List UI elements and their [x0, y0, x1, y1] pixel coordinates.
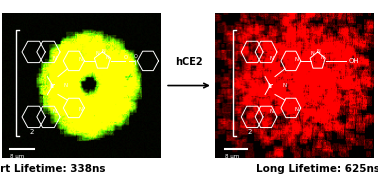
Text: hCE2: hCE2 [175, 57, 203, 67]
Text: OH: OH [349, 58, 360, 64]
Text: N: N [295, 57, 299, 62]
Text: N: N [78, 57, 82, 62]
Text: N: N [270, 109, 274, 114]
Text: 2: 2 [248, 129, 253, 135]
Text: O: O [133, 54, 137, 59]
Text: N: N [102, 49, 105, 54]
Text: N: N [270, 56, 274, 61]
Text: 2: 2 [29, 129, 34, 135]
Text: 8 μm: 8 μm [225, 154, 240, 159]
Text: Long Lifetime: 625ns: Long Lifetime: 625ns [256, 164, 378, 174]
Text: N: N [106, 55, 110, 60]
Text: N: N [64, 83, 67, 88]
Text: Ir: Ir [50, 83, 56, 88]
Text: N: N [283, 83, 287, 88]
Text: N: N [311, 51, 314, 56]
Text: N: N [53, 109, 57, 114]
Text: N: N [53, 56, 57, 61]
Text: Ir: Ir [267, 83, 273, 88]
Text: O: O [124, 55, 128, 60]
Text: N: N [78, 106, 82, 112]
Text: N: N [317, 49, 321, 54]
Text: 8 μm: 8 μm [10, 154, 25, 159]
Text: ✂: ✂ [123, 70, 135, 83]
Text: N: N [295, 106, 299, 112]
Text: Short Lifetime: 338ns: Short Lifetime: 338ns [0, 164, 105, 174]
Text: N: N [95, 51, 99, 56]
Text: N: N [321, 55, 324, 60]
